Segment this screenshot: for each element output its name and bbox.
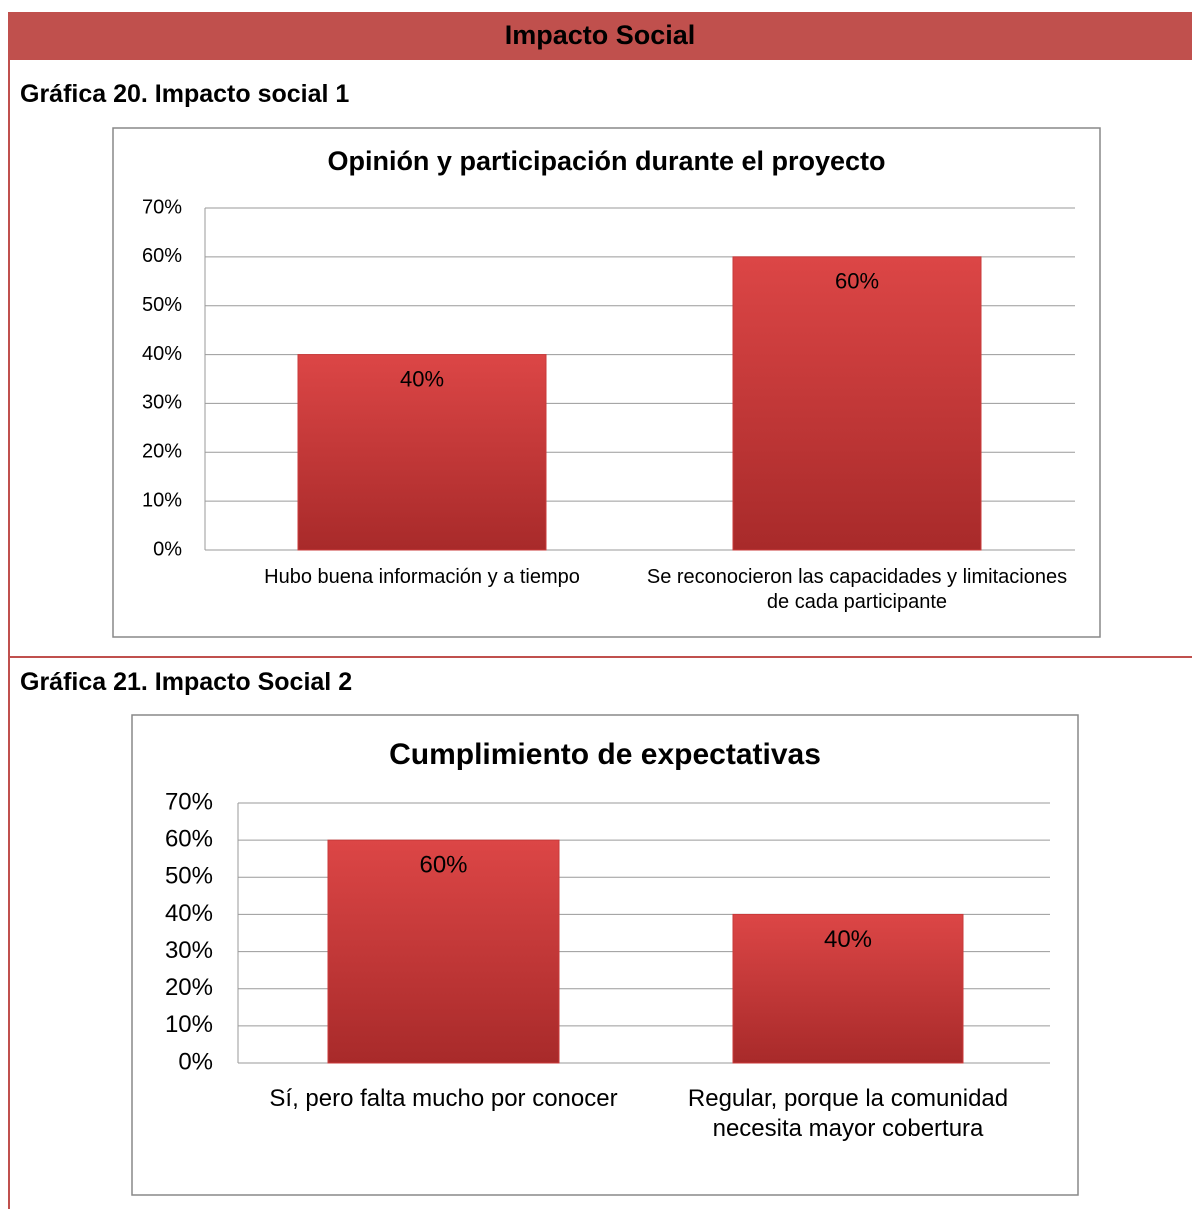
y-tick-label: 20% — [165, 974, 213, 1001]
header-title: Impacto Social — [8, 12, 1192, 60]
y-tick-label: 70% — [142, 196, 182, 218]
chart-title: Cumplimiento de expectativas — [389, 738, 821, 771]
y-tick-label: 10% — [165, 1011, 213, 1038]
x-tick-label: Regular, porque la comunidad necesita ma… — [687, 1085, 1009, 1142]
y-tick-label: 60% — [142, 245, 182, 267]
bar — [327, 839, 560, 1064]
data-label: 60% — [419, 851, 467, 878]
data-label: 40% — [824, 926, 872, 953]
bar — [732, 256, 982, 551]
bar — [297, 354, 547, 551]
y-tick-label: 60% — [165, 825, 213, 852]
x-tick-label: Sí, pero falta mucho por conocer — [269, 1085, 618, 1112]
y-tick-label: 30% — [142, 392, 182, 414]
data-label: 40% — [400, 366, 444, 391]
y-tick-label: 50% — [165, 863, 213, 890]
y-tick-label: 10% — [142, 489, 182, 511]
table-border — [8, 60, 10, 1209]
y-tick-label: 30% — [165, 937, 213, 964]
section-caption: Gráfica 21. Impacto Social 2 — [20, 668, 353, 696]
y-tick-label: 0% — [153, 538, 182, 560]
y-tick-label: 20% — [142, 441, 182, 463]
table-border — [8, 656, 1192, 658]
y-tick-label: 40% — [142, 343, 182, 365]
y-tick-label: 50% — [142, 294, 182, 316]
y-tick-label: 70% — [165, 788, 213, 815]
y-tick-label: 40% — [165, 900, 213, 927]
x-tick-label: Hubo buena información y a tiempo — [264, 566, 580, 588]
y-tick-label: 0% — [178, 1048, 213, 1075]
bar — [732, 913, 964, 1064]
x-tick-label: Se reconocieron las capacidades y limita… — [646, 566, 1068, 613]
data-label: 60% — [835, 269, 879, 294]
chart-title: Opinión y participación durante el proye… — [327, 146, 885, 176]
section-caption: Gráfica 20. Impacto social 1 — [20, 80, 350, 108]
